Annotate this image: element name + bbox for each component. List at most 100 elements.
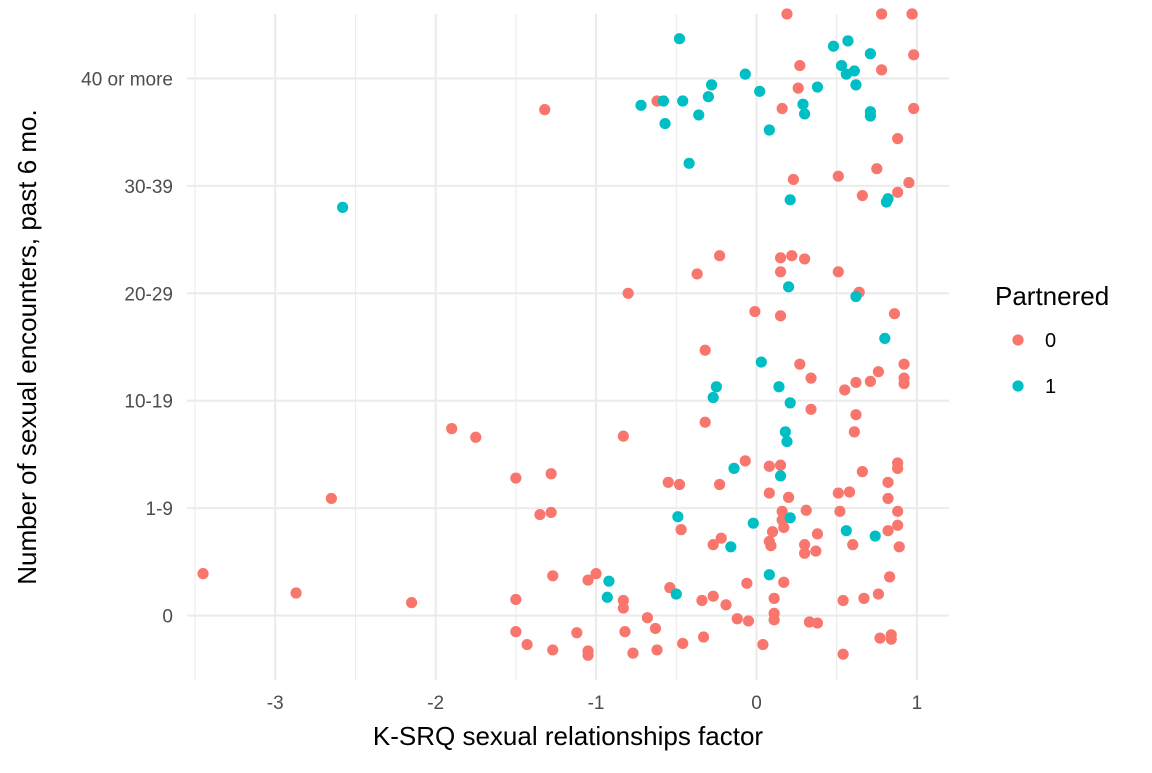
data-point-partnered-1: [601, 591, 613, 603]
data-point-partnered-0: [856, 466, 868, 478]
data-point-partnered-0: [763, 460, 775, 472]
data-point-partnered-0: [805, 403, 817, 415]
data-point-partnered-0: [864, 375, 876, 387]
y-tick-label: 20-29: [124, 284, 173, 305]
data-point-partnered-0: [757, 638, 769, 651]
data-point-partnered-0: [510, 593, 522, 606]
data-point-partnered-1: [739, 68, 751, 80]
data-point-partnered-1: [673, 33, 686, 45]
data-point-partnered-0: [778, 576, 790, 588]
data-point-partnered-0: [908, 102, 920, 115]
data-point-partnered-1: [337, 201, 349, 213]
data-point-partnered-0: [571, 627, 583, 639]
data-point-partnered-0: [699, 344, 711, 356]
data-point-partnered-0: [649, 622, 662, 635]
data-point-partnered-1: [782, 281, 795, 293]
data-point-partnered-0: [720, 599, 732, 611]
data-point-partnered-1: [842, 35, 854, 47]
data-point-partnered-0: [882, 476, 894, 488]
data-point-partnered-1: [693, 109, 705, 121]
data-point-partnered-1: [850, 79, 862, 91]
data-point-partnered-0: [774, 252, 787, 264]
data-point-partnered-0: [856, 189, 868, 202]
data-point-partnered-0: [768, 592, 780, 604]
data-point-partnered-0: [582, 649, 594, 661]
data-point-partnered-0: [799, 547, 811, 559]
data-point-partnered-0: [839, 384, 851, 396]
data-point-partnered-0: [872, 588, 885, 600]
data-point-partnered-0: [843, 486, 856, 498]
x-axis-title: K-SRQ sexual relationships factor: [373, 721, 764, 751]
data-point-partnered-0: [766, 526, 779, 538]
y-tick-label: 10-19: [124, 392, 173, 413]
data-point-partnered-0: [799, 253, 811, 265]
data-point-partnered-0: [651, 644, 663, 656]
data-point-partnered-1: [710, 381, 722, 393]
legend-key-1: [1012, 380, 1024, 392]
data-point-partnered-1: [827, 40, 840, 52]
data-point-partnered-1: [728, 462, 740, 474]
legend-title: Partnered: [995, 281, 1109, 311]
data-point-partnered-1: [683, 157, 695, 169]
data-point-partnered-0: [885, 633, 897, 645]
data-point-partnered-0: [768, 614, 780, 626]
x-tick-label: 0: [751, 693, 762, 714]
data-point-partnered-0: [325, 492, 337, 505]
data-point-partnered-0: [834, 505, 846, 517]
data-point-partnered-0: [731, 613, 743, 625]
data-point-partnered-0: [847, 539, 859, 551]
data-point-partnered-1: [659, 117, 671, 130]
data-point-partnered-1: [864, 106, 876, 118]
data-point-partnered-1: [784, 397, 796, 409]
data-point-partnered-0: [691, 268, 703, 280]
data-point-partnered-0: [510, 626, 522, 638]
data-point-partnered-0: [627, 647, 639, 659]
data-point-partnered-0: [715, 532, 727, 544]
x-tick-label: -2: [427, 693, 444, 714]
data-point-partnered-0: [197, 568, 209, 580]
data-point-partnered-0: [794, 59, 806, 72]
data-point-partnered-0: [617, 430, 629, 442]
y-tick-label: 30-39: [124, 177, 173, 198]
data-point-partnered-0: [882, 492, 894, 505]
data-point-partnered-0: [893, 541, 905, 553]
data-point-partnered-0: [832, 266, 844, 278]
data-point-partnered-0: [590, 568, 602, 580]
data-point-partnered-1: [763, 569, 775, 581]
y-axis-title: Number of sexual encounters, past 6 mo.: [12, 109, 42, 584]
data-point-partnered-0: [792, 82, 804, 94]
data-point-partnered-0: [781, 8, 793, 20]
data-point-partnered-1: [879, 332, 891, 345]
data-point-partnered-1: [702, 91, 714, 103]
data-point-partnered-0: [832, 170, 844, 182]
data-point-partnered-0: [763, 487, 775, 499]
data-point-partnered-0: [707, 539, 719, 551]
data-point-partnered-1: [882, 193, 894, 205]
data-point-partnered-0: [677, 637, 689, 650]
data-point-partnered-0: [871, 163, 883, 175]
data-point-partnered-0: [741, 577, 753, 589]
data-point-partnered-1: [864, 48, 876, 60]
data-point-partnered-0: [794, 358, 806, 370]
data-point-partnered-0: [713, 250, 726, 262]
data-point-partnered-0: [850, 376, 862, 389]
data-point-partnered-0: [539, 104, 551, 116]
data-point-partnered-1: [754, 85, 766, 97]
data-point-partnered-0: [892, 519, 904, 531]
data-point-partnered-0: [510, 472, 522, 484]
data-point-partnered-0: [882, 525, 894, 537]
data-point-partnered-1: [657, 95, 670, 107]
data-point-partnered-0: [776, 505, 788, 517]
legend-key-0: [1012, 334, 1024, 346]
data-point-partnered-1: [779, 426, 791, 438]
grid: [187, 14, 949, 680]
data-point-partnered-1: [797, 98, 809, 110]
data-point-partnered-1: [784, 194, 796, 206]
data-point-partnered-0: [713, 478, 726, 491]
data-point-partnered-0: [876, 64, 888, 76]
data-point-partnered-0: [622, 287, 634, 299]
data-point-partnered-1: [705, 79, 718, 91]
data-point-partnered-0: [811, 617, 824, 629]
data-point-partnered-1: [848, 65, 860, 77]
